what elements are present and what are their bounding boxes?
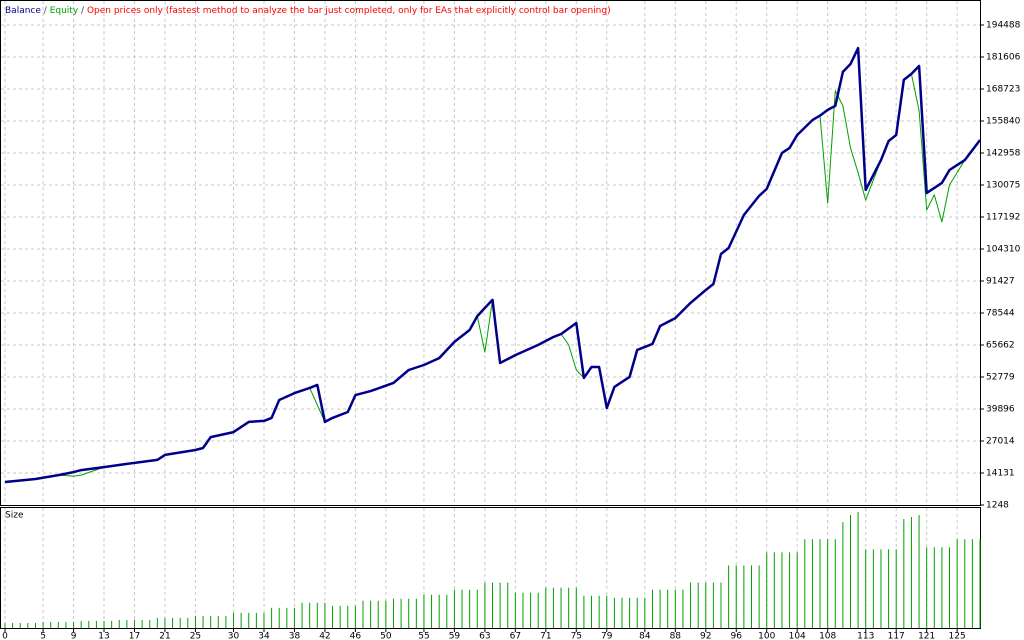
y-tick-label: 130075 xyxy=(986,180,1020,190)
y-tick-label: 91427 xyxy=(986,276,1015,286)
x-tick-label: 104 xyxy=(789,632,806,640)
x-tick-label: 46 xyxy=(350,632,362,640)
x-tick-label: 96 xyxy=(731,632,743,640)
grid xyxy=(1,1,980,628)
separator: / xyxy=(44,6,48,16)
y-tick-label: 104310 xyxy=(986,244,1021,254)
x-tick-label: 59 xyxy=(449,632,461,640)
y-tick-label: 168723 xyxy=(986,84,1020,94)
x-tick-label: 34 xyxy=(258,632,270,640)
legend-equity: Equity xyxy=(50,6,79,16)
x-tick-label: 100 xyxy=(758,632,775,640)
x-tick-label: 21 xyxy=(159,632,170,640)
y-tick-label: 155840 xyxy=(986,117,1021,127)
size-title: Size xyxy=(5,511,24,521)
x-tick-label: 38 xyxy=(289,632,301,640)
x-tick-label: 113 xyxy=(857,632,874,640)
y-tick-label: 117192 xyxy=(986,213,1020,223)
x-tick-label: 17 xyxy=(129,632,140,640)
x-tick-label: 63 xyxy=(479,632,490,640)
y-tick-label: 14131 xyxy=(986,468,1015,478)
y-tick-label: 39896 xyxy=(986,405,1015,415)
x-tick-label: 84 xyxy=(639,632,651,640)
header: Balance / Equity / Open prices only (fas… xyxy=(5,6,611,16)
x-tick-label: 121 xyxy=(918,632,935,640)
y-tick-label: 78544 xyxy=(986,309,1015,319)
x-tick-label: 67 xyxy=(510,632,521,640)
y-tick-label: 1248 xyxy=(986,501,1009,511)
y-tick-label: 52779 xyxy=(986,372,1015,382)
x-tick-label: 0 xyxy=(2,632,8,640)
balance-line xyxy=(4,46,981,484)
x-tick-label: 92 xyxy=(700,632,711,640)
plot xyxy=(4,46,981,628)
x-tick-label: 125 xyxy=(949,632,966,640)
y-tick-label: 65662 xyxy=(986,340,1015,350)
x-tick-label: 55 xyxy=(418,632,429,640)
x-tick-label: 9 xyxy=(71,632,77,640)
separator: / xyxy=(81,6,85,16)
subtitle: Open prices only (fastest method to anal… xyxy=(87,6,611,16)
x-tick-label: 108 xyxy=(819,632,836,640)
x-tick-label: 42 xyxy=(319,632,330,640)
x-tick-label: 71 xyxy=(540,632,551,640)
main-panel-frame xyxy=(0,0,981,506)
x-tick-label: 5 xyxy=(40,632,46,640)
x-tick-label: 75 xyxy=(571,632,582,640)
y-tick-label: 181606 xyxy=(986,52,1021,62)
x-tick-label: 79 xyxy=(601,632,613,640)
x-tick-label: 50 xyxy=(380,632,392,640)
y-tick-label: 27014 xyxy=(986,436,1015,446)
x-tick-label: 13 xyxy=(98,632,109,640)
legend-balance: Balance xyxy=(5,6,41,16)
x-tick-label: 117 xyxy=(888,632,905,640)
x-tick-label: 25 xyxy=(190,632,201,640)
y-tick-label: 194488 xyxy=(986,21,1021,31)
x-tick-label: 88 xyxy=(670,632,682,640)
x-tick-label: 30 xyxy=(228,632,240,640)
y-tick-label: 142958 xyxy=(986,148,1021,158)
